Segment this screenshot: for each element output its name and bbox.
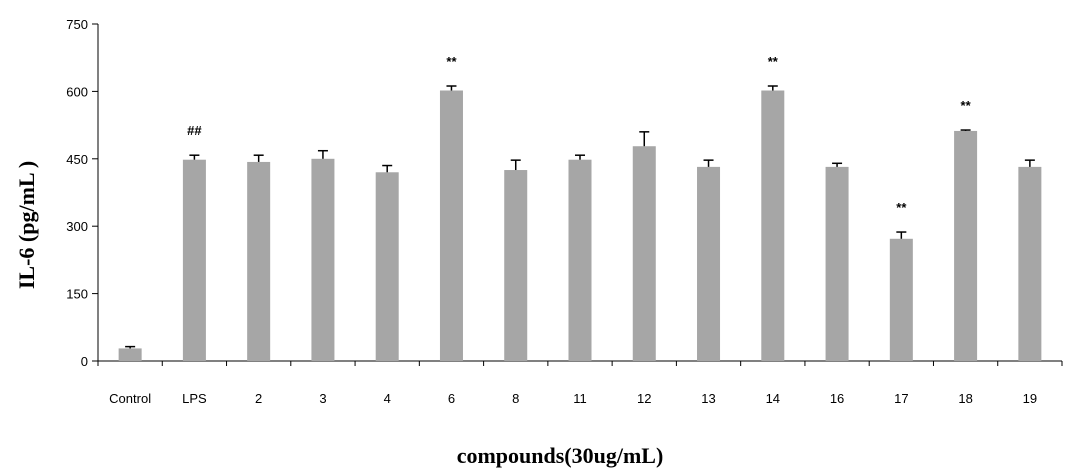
bar-16	[825, 166, 849, 361]
x-axis	[97, 360, 1063, 366]
category-label: 19	[1023, 391, 1037, 406]
y-tick-label: 450	[66, 152, 88, 167]
bar-3	[311, 158, 335, 361]
category-label: 13	[701, 391, 715, 406]
bar-8	[504, 170, 528, 361]
bar-18	[954, 130, 978, 361]
category-label: LPS	[182, 391, 207, 406]
y-tick-label: 750	[66, 17, 88, 32]
significance-marker: **	[768, 54, 779, 69]
bar-17	[889, 238, 913, 361]
y-axis: 0 150 300 450 600 750	[66, 17, 99, 369]
category-label: 14	[766, 391, 780, 406]
significance-marker: ##	[187, 123, 202, 138]
category-label: 12	[637, 391, 651, 406]
error-bars-group	[125, 85, 1035, 349]
category-label: 2	[255, 391, 262, 406]
bar-19	[1018, 166, 1042, 361]
bar-13	[697, 166, 721, 361]
y-tick-label: 300	[66, 219, 88, 234]
y-tick-label: 150	[66, 287, 88, 302]
bar-14	[761, 90, 785, 361]
significance-marker: **	[896, 200, 907, 215]
bar-11	[568, 159, 592, 361]
significance-marker: **	[446, 54, 457, 69]
x-axis-title: compounds(30ug/mL)	[457, 443, 664, 468]
y-tick-label: 0	[81, 354, 88, 369]
y-axis-title: IL-6 (pg/mL )	[14, 161, 39, 289]
category-label: 4	[384, 391, 391, 406]
category-label: 6	[448, 391, 455, 406]
category-label: 16	[830, 391, 844, 406]
category-label: 3	[319, 391, 326, 406]
bar-lps	[182, 159, 206, 361]
y-tick-label: 600	[66, 84, 88, 99]
category-label: 8	[512, 391, 519, 406]
category-labels: Control LPS 2 3 4 6 8 11 12 13 14 16 17 18 19	[109, 391, 1037, 406]
significance-marker: **	[961, 98, 972, 113]
category-label: 11	[573, 391, 587, 406]
category-label: 17	[894, 391, 908, 406]
bars-group	[118, 90, 1042, 361]
category-label: Control	[109, 391, 151, 406]
bar-2	[247, 161, 271, 361]
bar-12	[632, 146, 656, 361]
bar-control	[118, 348, 142, 361]
significance-annotations: ## ** ** ** **	[187, 54, 971, 215]
bar-6	[439, 90, 463, 361]
bar-4	[375, 172, 399, 361]
category-label: 18	[958, 391, 972, 406]
